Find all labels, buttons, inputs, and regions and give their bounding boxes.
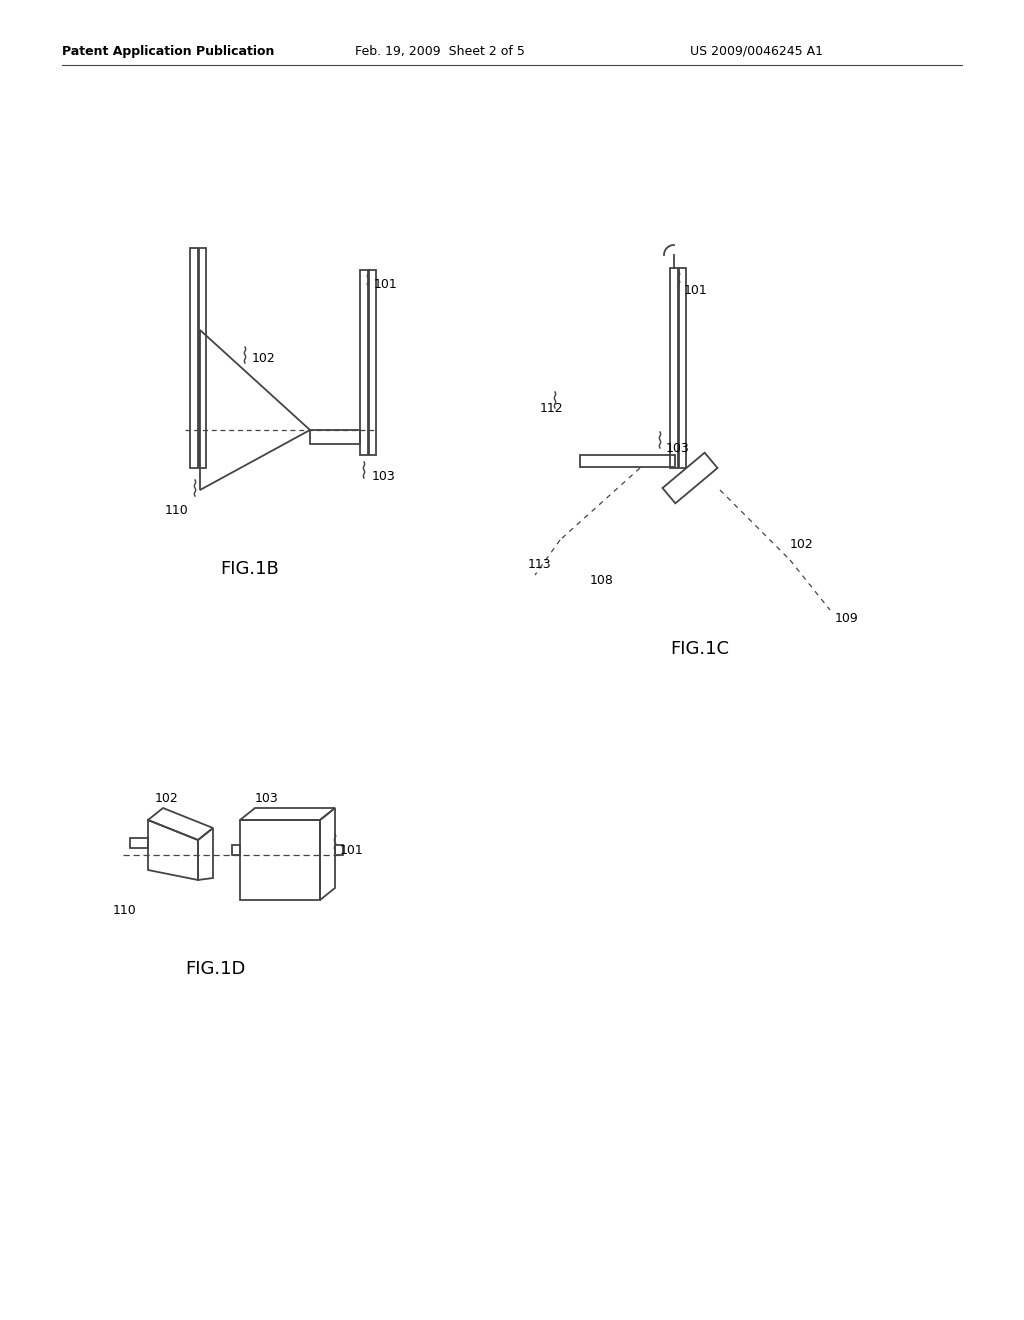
Text: 108: 108 (590, 573, 613, 586)
Text: FIG.1C: FIG.1C (671, 640, 729, 657)
Bar (360, 271, 368, 455)
Text: 102: 102 (790, 539, 814, 552)
Text: US 2009/0046245 A1: US 2009/0046245 A1 (690, 45, 823, 58)
Text: FIG.1D: FIG.1D (184, 960, 245, 978)
Bar (190, 248, 198, 469)
Bar (310, 430, 360, 444)
Text: 109: 109 (835, 611, 859, 624)
Text: 103: 103 (255, 792, 279, 804)
Bar (679, 268, 686, 469)
Bar (369, 271, 376, 455)
Bar (670, 268, 678, 469)
Text: 103: 103 (372, 470, 395, 483)
Text: 101: 101 (684, 284, 708, 297)
Text: 103: 103 (666, 441, 690, 454)
Bar (240, 820, 319, 900)
Text: 101: 101 (374, 277, 397, 290)
Bar (232, 845, 240, 855)
Bar (335, 845, 343, 855)
Text: 110: 110 (165, 503, 188, 516)
Bar (199, 248, 206, 469)
Text: 102: 102 (155, 792, 179, 804)
Text: Patent Application Publication: Patent Application Publication (62, 45, 274, 58)
Text: 102: 102 (252, 351, 275, 364)
Text: 101: 101 (340, 843, 364, 857)
Bar (130, 838, 148, 847)
Bar (580, 455, 675, 467)
Text: 110: 110 (113, 903, 137, 916)
Text: 113: 113 (528, 558, 552, 572)
Text: Feb. 19, 2009  Sheet 2 of 5: Feb. 19, 2009 Sheet 2 of 5 (355, 45, 525, 58)
Text: FIG.1B: FIG.1B (220, 560, 280, 578)
Text: 112: 112 (540, 401, 563, 414)
